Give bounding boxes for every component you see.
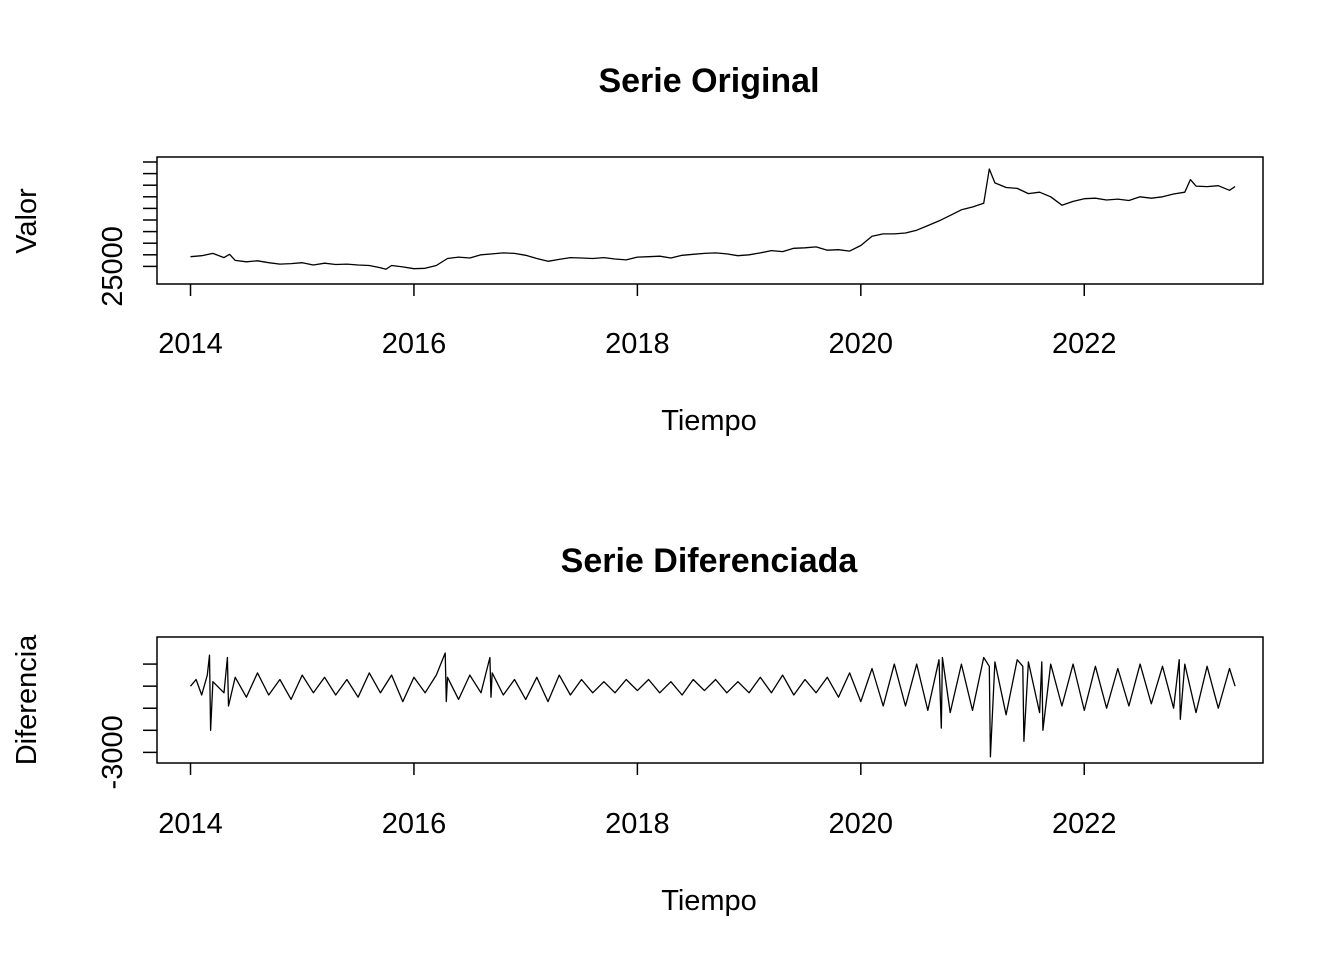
- x-tick-label: 2018: [605, 808, 670, 840]
- chart-title: Serie Original: [598, 62, 819, 100]
- y-axis-label: Diferencia: [11, 634, 43, 765]
- y-axis: -3000: [97, 663, 157, 789]
- plot-frame: [156, 156, 1264, 285]
- chart-panel-original: Serie Original Tiempo Valor 2014 2016 2018…: [11, 62, 1264, 437]
- series-line-valor: [190, 168, 1236, 270]
- x-tick-label: 2020: [829, 808, 894, 840]
- x-tick-label: 2018: [605, 328, 670, 360]
- y-axis-label: Valor: [11, 188, 43, 254]
- x-axis: 2014 2016 2018 2020 2022: [158, 763, 1117, 840]
- plot-frame: [156, 636, 1264, 764]
- chart-title: Serie Diferenciada: [561, 542, 859, 580]
- series-line-diferencia: [190, 652, 1236, 758]
- x-axis-label: Tiempo: [661, 405, 757, 437]
- y-tick-label: 25000: [97, 226, 129, 307]
- x-tick-label: 2020: [829, 328, 894, 360]
- x-axis-label: Tiempo: [661, 885, 757, 917]
- x-tick-label: 2022: [1052, 328, 1117, 360]
- x-tick-label: 2014: [158, 328, 223, 360]
- y-axis: 25000: [97, 161, 157, 307]
- x-tick-label: 2014: [158, 808, 223, 840]
- x-tick-label: 2016: [382, 808, 447, 840]
- x-tick-label: 2016: [382, 328, 447, 360]
- chart-panel-diferenciada: Serie Diferenciada Tiempo Diferencia 201…: [11, 542, 1264, 917]
- x-tick-label: 2022: [1052, 808, 1117, 840]
- y-tick-label: -3000: [97, 715, 129, 789]
- x-axis: 2014 2016 2018 2020 2022: [158, 284, 1117, 360]
